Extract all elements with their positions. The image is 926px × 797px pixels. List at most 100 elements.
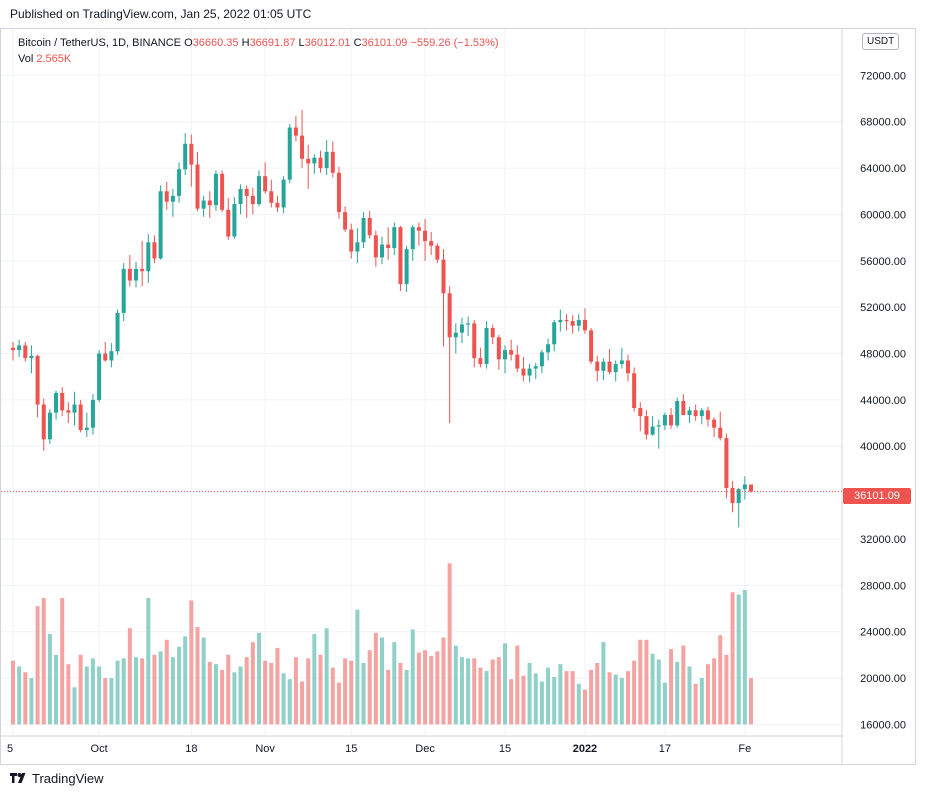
candle-body <box>60 392 65 411</box>
candle-body <box>84 427 89 431</box>
candle-body <box>681 401 686 415</box>
y-tick-label: 24000.00 <box>860 627 906 639</box>
volume-bar <box>306 658 311 725</box>
volume-bar <box>749 678 753 725</box>
candle-body <box>662 414 667 426</box>
x-tick-label: Nov <box>255 743 275 755</box>
candle-body <box>626 360 630 374</box>
volume-bar <box>626 671 630 725</box>
volume-bar <box>570 671 575 725</box>
candle-body <box>589 330 594 362</box>
x-tick-label: Oct <box>91 743 108 755</box>
volume-bar <box>35 606 40 725</box>
volume-bar <box>330 667 335 725</box>
candle-body <box>570 321 575 326</box>
y-tick-label: 64000.00 <box>860 163 906 175</box>
candle-body <box>687 410 692 415</box>
volume-bar <box>189 600 194 725</box>
candle-body <box>392 227 397 249</box>
volume-bar <box>656 659 661 725</box>
volume-bar <box>447 563 452 725</box>
candle-body <box>140 268 145 272</box>
candle-body <box>472 323 477 359</box>
volume-bar <box>367 650 372 725</box>
candle-body <box>546 344 551 353</box>
candle-body <box>601 361 606 371</box>
volume-bar <box>373 632 378 725</box>
volume-bar <box>318 654 323 725</box>
candle-body <box>367 217 372 236</box>
volume-bar <box>423 650 428 725</box>
candle-body <box>742 484 747 490</box>
candle-body <box>582 319 587 331</box>
candle-body <box>152 242 157 259</box>
volume-bar <box>78 654 83 725</box>
candle-body <box>398 227 403 284</box>
volume-bar <box>263 660 268 725</box>
volume-bar <box>392 642 397 725</box>
volume-bar <box>718 635 723 725</box>
volume-bar <box>343 658 348 725</box>
x-tick-label: 17 <box>659 743 671 755</box>
candle-body <box>552 322 557 345</box>
volume-bar <box>257 632 261 725</box>
candle-body <box>718 427 723 439</box>
candle-body <box>250 195 255 205</box>
y-tick-label: 44000.00 <box>860 395 906 407</box>
volume-bar <box>546 667 551 725</box>
volume-bar <box>170 657 175 725</box>
change-value: −559.26 (−1.53%) <box>410 37 499 49</box>
volume-bar <box>730 592 735 725</box>
x-tick-label: Fe <box>738 743 751 755</box>
volume-bar <box>478 667 483 725</box>
chart-frame <box>0 28 916 765</box>
volume-bar <box>275 647 280 725</box>
candle-body <box>355 242 360 252</box>
candle-body <box>213 173 218 206</box>
candle-body <box>164 191 169 202</box>
volume-bar <box>220 669 225 725</box>
volume-bar <box>41 598 46 725</box>
candle-body <box>257 176 261 205</box>
candle-body <box>312 157 317 164</box>
volume-bar <box>201 637 206 725</box>
volume-bar <box>429 656 434 725</box>
candle-body <box>478 358 483 364</box>
published-caption: Published on TradingView.com, Jan 25, 20… <box>10 7 312 21</box>
currency-button[interactable]: USDT <box>862 33 900 50</box>
candle-body <box>638 407 643 417</box>
volume-bar <box>11 660 15 725</box>
candle-body <box>361 217 366 243</box>
y-tick-label: 20000.00 <box>860 673 906 685</box>
volume-bar <box>613 674 618 725</box>
candle-body <box>730 487 735 504</box>
volume-bar <box>232 672 237 725</box>
candle-body <box>644 416 649 435</box>
volume-bar <box>152 654 157 725</box>
volume-bar <box>121 658 126 725</box>
footer-brand[interactable]: TradingView <box>10 771 104 786</box>
candle-body <box>263 176 268 192</box>
candle-body <box>416 227 421 231</box>
volume-bar <box>582 689 587 725</box>
volume-bar <box>115 660 120 725</box>
candle-body <box>632 373 637 408</box>
candle-body <box>201 200 206 209</box>
volume-bar <box>312 634 317 725</box>
volume-bar <box>705 664 710 725</box>
volume-bar <box>453 645 458 725</box>
volume-bar <box>632 660 637 725</box>
last-price-tag: 36101.09 <box>843 488 911 504</box>
candle-body <box>281 179 286 208</box>
candle-body <box>410 227 415 250</box>
candle-body <box>386 244 391 249</box>
volume-bar <box>619 678 624 725</box>
candle-body <box>373 235 378 258</box>
candle-body <box>558 319 563 323</box>
volume-bar <box>669 649 674 725</box>
candle-body <box>232 204 237 237</box>
candle-body <box>121 268 126 313</box>
candle-body <box>11 347 15 351</box>
volume-bar <box>435 651 440 725</box>
